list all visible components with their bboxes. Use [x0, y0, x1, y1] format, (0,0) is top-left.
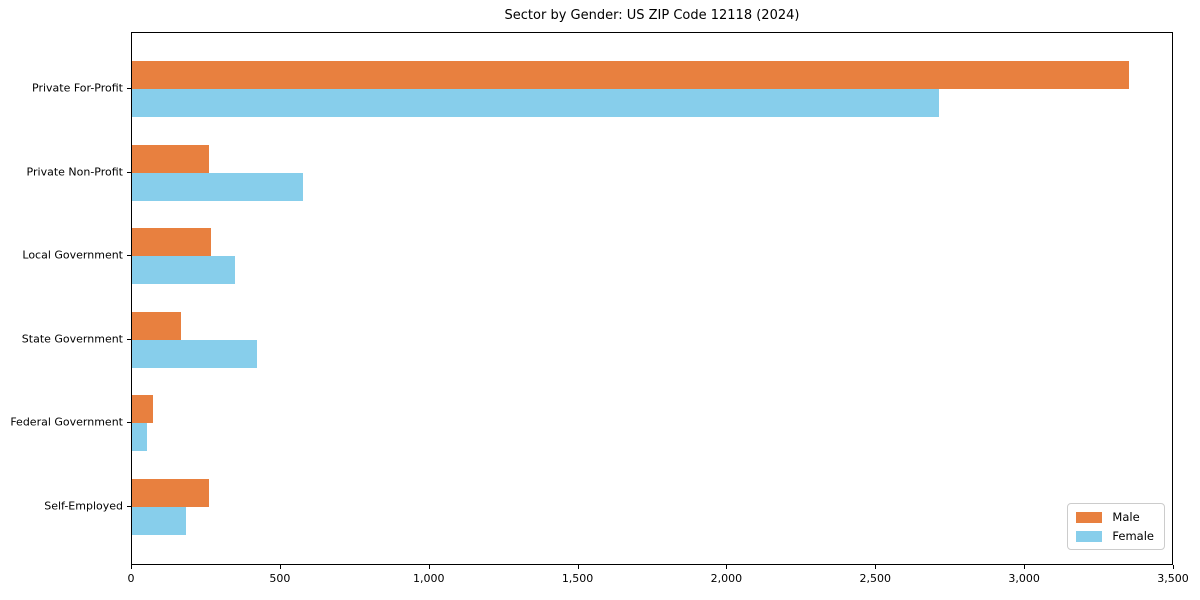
bar-female-self-employed: [132, 507, 186, 535]
legend-label-male: Male: [1112, 510, 1140, 524]
y-tick: [127, 255, 131, 257]
bar-female-local-government: [132, 256, 235, 285]
y-tick: [127, 338, 131, 340]
x-tick: [875, 565, 877, 569]
x-tick: [279, 565, 281, 569]
x-tick-label: 3,000: [1008, 572, 1040, 585]
x-tick: [577, 565, 579, 569]
x-tick: [1024, 565, 1026, 569]
y-tick-label: Federal Government: [10, 415, 123, 429]
bar-female-private-for-profit: [132, 89, 939, 117]
y-tick-label: Private For-Profit: [32, 81, 123, 95]
y-tick: [127, 88, 131, 89]
y-tick: [127, 171, 131, 173]
x-tick-label: 3,500: [1157, 572, 1189, 585]
bar-female-state-government: [132, 339, 257, 368]
y-tick-label: Local Government: [22, 248, 123, 262]
x-tick: [726, 565, 728, 569]
x-tick: [1173, 565, 1174, 569]
legend-swatch-male: [1076, 511, 1103, 523]
legend-swatch-female: [1076, 530, 1103, 542]
bar-male-private-non-profit: [132, 144, 210, 173]
bar-male-local-government: [132, 228, 211, 257]
bar-male-self-employed: [132, 479, 210, 507]
bar-female-private-non-profit: [132, 172, 304, 201]
bar-male-federal-government: [132, 395, 153, 424]
x-tick: [428, 565, 430, 569]
x-tick-label: 0: [127, 572, 135, 585]
y-tick: [127, 506, 131, 507]
legend-entry-male: Male: [1076, 510, 1154, 524]
bar-male-private-for-profit: [132, 61, 1130, 89]
plot-area: Male Female: [131, 32, 1173, 565]
x-tick-label: 1,000: [412, 572, 445, 585]
y-tick-label: Private Non-Profit: [26, 165, 123, 179]
bar-male-state-government: [132, 311, 182, 340]
y-tick: [127, 422, 131, 424]
x-tick-label: 2,500: [859, 572, 892, 585]
legend-label-female: Female: [1112, 529, 1154, 543]
x-tick-label: 1,500: [561, 572, 594, 585]
x-tick: [131, 565, 132, 569]
chart-title: Sector by Gender: US ZIP Code 12118 (202…: [504, 8, 800, 23]
y-tick-label: Self-Employed: [44, 499, 123, 513]
legend-entry-female: Female: [1076, 529, 1154, 543]
y-tick-label: State Government: [21, 332, 123, 346]
x-tick-label: 500: [269, 572, 291, 585]
x-tick-label: 2,000: [710, 572, 743, 585]
legend: Male Female: [1067, 503, 1165, 550]
bar-female-federal-government: [132, 423, 147, 452]
